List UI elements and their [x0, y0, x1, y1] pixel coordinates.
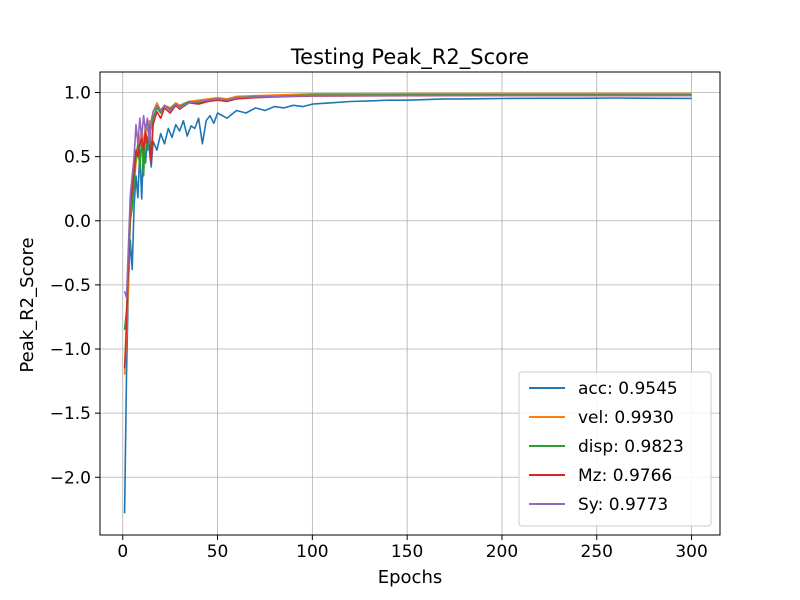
x-tick-label: 250 [581, 542, 613, 562]
x-tick-label: 50 [207, 542, 229, 562]
axis-ticks: 0 50 100 150 200 250 300 −2.0 −1.5 −1.0 −0.5 0.0 0.5… [50, 84, 708, 562]
legend-box [518, 371, 712, 527]
y-tick-label: 0.5 [64, 148, 91, 168]
y-tick-label: −0.5 [50, 276, 91, 296]
series-line-4 [123, 94, 692, 299]
y-tick-label: −1.0 [50, 340, 91, 360]
y-tick-label: 0.0 [64, 212, 91, 232]
grid [100, 72, 720, 535]
chart-title: Testing Peak_R2_Score [290, 45, 529, 70]
legend: acc: 0.9545 vel: 0.9930 disp: 0.9823 Mz: 0.… [518, 371, 712, 527]
x-axis-label: Epochs [378, 567, 443, 588]
legend-entry-label: vel: 0.9930 [578, 408, 674, 428]
series-lines [123, 92, 692, 514]
x-tick-label: 0 [117, 542, 128, 562]
legend-entry-label: Sy: 0.9773 [578, 495, 668, 515]
y-tick-label: −1.5 [50, 404, 91, 424]
legend-entry-label: disp: 0.9823 [578, 437, 684, 457]
y-axis-label: Peak_R2_Score [17, 237, 38, 372]
x-tick-label: 100 [296, 542, 328, 562]
series-line-1 [123, 92, 692, 375]
series-line-3 [123, 94, 692, 369]
y-tick-label: −2.0 [50, 468, 91, 488]
x-tick-label: 300 [675, 542, 707, 562]
legend-entry-label: acc: 0.9545 [578, 379, 678, 399]
x-tick-label: 200 [486, 542, 518, 562]
y-tick-label: 1.0 [64, 84, 91, 104]
legend-entry-label: Mz: 0.9766 [578, 466, 672, 486]
plot-frame [99, 71, 721, 536]
x-tick-label: 150 [391, 542, 423, 562]
series-line-2 [123, 94, 692, 330]
